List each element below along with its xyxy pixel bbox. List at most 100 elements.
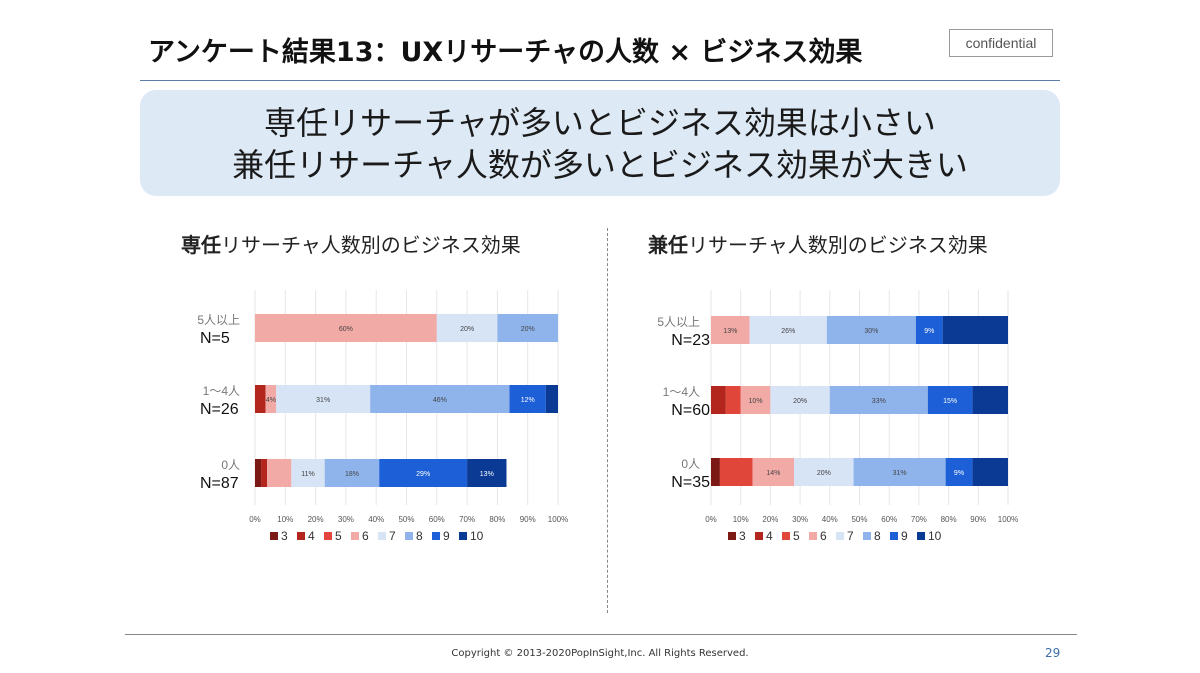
x-tick-label: 20% xyxy=(762,515,778,524)
x-tick-label: 10% xyxy=(277,515,293,524)
bar-segment-7 xyxy=(291,459,325,487)
bar-segment-6 xyxy=(265,385,277,413)
bar-data-label: 29% xyxy=(416,471,430,478)
x-tick-label: 50% xyxy=(851,515,867,524)
x-tick-label: 40% xyxy=(368,515,384,524)
legend-label: 10 xyxy=(470,529,484,543)
legend-label: 8 xyxy=(874,529,881,543)
key-finding-callout: 専任リサーチャが多いとビジネス効果は小さい 兼任リサーチャ人数が多いとビジネス効… xyxy=(140,90,1060,196)
legend-swatch-9 xyxy=(432,532,440,540)
bar-segment-9 xyxy=(915,316,943,344)
bar-data-label: 46% xyxy=(433,397,447,404)
bar-segment-6 xyxy=(740,386,771,414)
legend-label: 6 xyxy=(820,529,827,543)
footer-divider xyxy=(125,634,1077,635)
bar-data-label: 13% xyxy=(480,471,494,478)
bar-segment-4 xyxy=(711,386,726,414)
bar-segment-7 xyxy=(276,385,371,413)
x-tick-label: 50% xyxy=(398,515,414,524)
legend-swatch-8 xyxy=(863,532,871,540)
legend-swatch-3 xyxy=(728,532,736,540)
legend-label: 7 xyxy=(389,529,396,543)
bar-segment-10 xyxy=(467,459,507,487)
legend-swatch-5 xyxy=(782,532,790,540)
bar-segment-8 xyxy=(829,386,928,414)
x-tick-label: 70% xyxy=(911,515,927,524)
right-chart-title-bold: 兼任 xyxy=(648,233,688,257)
row-category-label: 5人以上 xyxy=(657,315,700,329)
x-tick-label: 30% xyxy=(792,515,808,524)
legend-swatch-3 xyxy=(270,532,278,540)
bar-data-label: 20% xyxy=(460,326,474,333)
x-tick-label: 20% xyxy=(308,515,324,524)
callout-line-1: 専任リサーチャが多いとビジネス効果は小さい xyxy=(264,104,936,142)
bar-data-label: 13% xyxy=(723,328,737,335)
legend-label: 4 xyxy=(766,529,773,543)
bar-data-label: 33% xyxy=(872,398,886,405)
x-tick-label: 40% xyxy=(822,515,838,524)
bar-data-label: 9% xyxy=(954,470,964,477)
row-n-label: N=5 xyxy=(200,330,230,347)
row-n-label: N=87 xyxy=(200,475,239,492)
x-tick-label: 60% xyxy=(881,515,897,524)
bar-segment-3 xyxy=(711,458,720,486)
bar-data-label: 20% xyxy=(521,326,535,333)
legend-label: 5 xyxy=(793,529,800,543)
bar-segment-10 xyxy=(545,385,558,413)
legend-swatch-7 xyxy=(836,532,844,540)
bar-data-label: 30% xyxy=(864,328,878,335)
x-tick-label: 80% xyxy=(941,515,957,524)
bar-segment-4 xyxy=(261,459,268,487)
bar-segment-9 xyxy=(509,385,546,413)
legend-label: 6 xyxy=(362,529,369,543)
row-category-label: 1〜4人 xyxy=(663,385,700,399)
bar-segment-8 xyxy=(853,458,946,486)
x-tick-label: 10% xyxy=(733,515,749,524)
row-n-label: N=35 xyxy=(671,474,710,491)
header-divider xyxy=(140,80,1060,81)
bar-segment-8 xyxy=(324,459,380,487)
x-tick-label: 100% xyxy=(998,515,1018,524)
bar-data-label: 20% xyxy=(817,470,831,477)
bar-data-label: 31% xyxy=(316,397,330,404)
left-stacked-bar-chart: 0% 10% 20% 30% 40% 50% 60% 70% 80% 90% 100%60% 20% 2… xyxy=(197,290,569,543)
callout-line-2: 兼任リサーチャ人数が多いとビジネス効果が大きい xyxy=(232,146,968,184)
row-category-label: 0人 xyxy=(681,457,700,471)
legend-swatch-5 xyxy=(324,532,332,540)
bar-segment-8 xyxy=(497,314,558,342)
bar-segment-10 xyxy=(972,458,1008,486)
left-chart-title-bold: 専任 xyxy=(181,233,221,257)
legend-label: 3 xyxy=(739,529,746,543)
row-category-label: 5人以上 xyxy=(197,313,240,327)
bar-segment-6 xyxy=(255,314,437,342)
legend-label: 4 xyxy=(308,529,315,543)
x-tick-label: 90% xyxy=(970,515,986,524)
row-category-label: 1〜4人 xyxy=(203,384,240,398)
bar-data-label: 4% xyxy=(266,397,276,404)
right-chart-title: 兼任リサーチャ人数別のビジネス効果 xyxy=(648,229,988,258)
bar-data-label: 0% xyxy=(559,326,569,333)
bar-data-label: 11% xyxy=(301,471,315,478)
bar-segment-7 xyxy=(794,458,854,486)
row-category-label: 0人 xyxy=(221,458,240,472)
bar-segment-8 xyxy=(370,385,510,413)
bar-segment-9 xyxy=(945,458,973,486)
bar-data-label: 60% xyxy=(339,326,353,333)
row-n-label: N=26 xyxy=(200,401,239,418)
legend-label: 10 xyxy=(928,529,942,543)
page-number: 29 xyxy=(1045,646,1061,660)
bar-data-label: 18% xyxy=(345,471,359,478)
bar-segment-7 xyxy=(770,386,830,414)
legend-label: 9 xyxy=(443,529,450,543)
bar-segment-10 xyxy=(942,316,1008,344)
legend-swatch-10 xyxy=(917,532,925,540)
left-chart-title: 専任リサーチャ人数別のビジネス効果 xyxy=(181,229,521,258)
chart-separator xyxy=(607,228,608,613)
row-n-label: N=60 xyxy=(671,402,710,419)
bar-data-label: 12% xyxy=(521,397,535,404)
x-tick-label: 60% xyxy=(429,515,445,524)
right-stacked-bar-chart: 0% 10% 20% 30% 40% 50% 60% 70% 80% 90% 100% 13% 26% 3… xyxy=(657,290,1018,543)
bar-segment-6 xyxy=(711,316,750,344)
bar-segment-5 xyxy=(725,386,741,414)
x-tick-label: 0% xyxy=(705,515,717,524)
